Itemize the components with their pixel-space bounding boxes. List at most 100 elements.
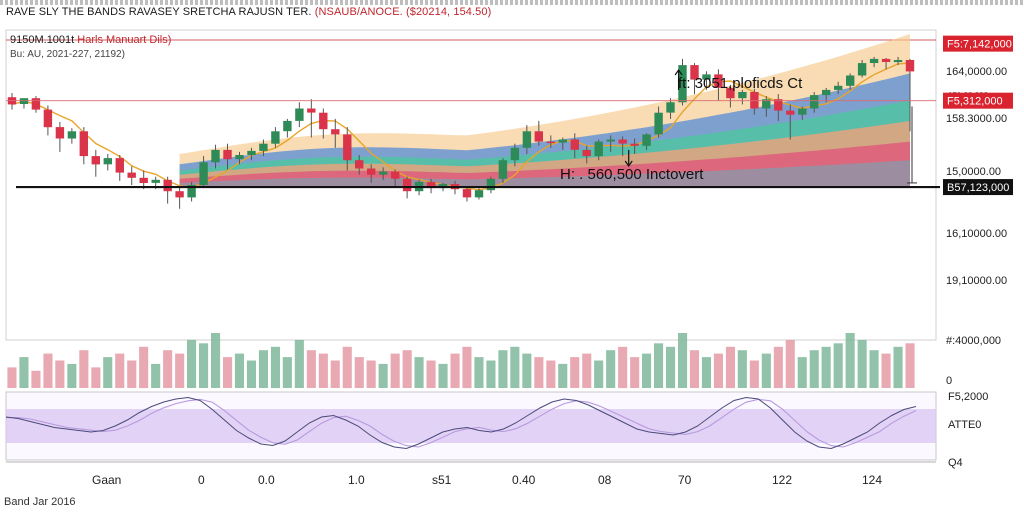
candle-down (79, 131, 88, 157)
levels (6, 68, 940, 189)
candle-down (881, 58, 891, 62)
candle-up (187, 185, 196, 198)
volume-bar (666, 346, 676, 389)
volume-bar (845, 333, 855, 388)
candle-up (247, 150, 256, 155)
chart-title-main: RAVE SLY THE BANDS RAVASEY SRETCHA RAJUS… (6, 6, 312, 18)
x-tick-label: 124 (862, 473, 882, 487)
volume-bar (881, 353, 891, 388)
volume-bar (689, 350, 699, 388)
candle-down (786, 110, 795, 115)
candle-up (678, 65, 687, 103)
volume-bar (773, 346, 783, 389)
candle-up (67, 131, 77, 139)
volume-bar (821, 346, 831, 389)
volume-bar (893, 346, 903, 389)
chart-title-highlight: (NSAUB/ANOCE. ($20214, 154.50) (314, 6, 492, 18)
volume-bar (546, 360, 556, 388)
volume-bar (306, 350, 316, 388)
annotation-inctovert: H: . 560,500 Inctovert (560, 166, 704, 183)
x-tick-label: 08 (598, 473, 612, 487)
volume-bar (725, 346, 735, 389)
volume-bar (797, 357, 807, 388)
candle-down (582, 149, 591, 157)
candle-up (510, 147, 520, 161)
volume-bar (234, 353, 244, 388)
candle-up (857, 63, 867, 76)
volume-bar (246, 360, 256, 388)
volume-bar (618, 346, 628, 389)
volume-bar (438, 363, 448, 388)
candle-down (91, 156, 100, 165)
volume-bar (594, 360, 604, 388)
candle-up (295, 108, 304, 121)
price-tag (943, 179, 1013, 196)
candle-down (690, 65, 699, 80)
volume-bar (330, 360, 340, 388)
x-tick-label: Gaan (92, 473, 121, 487)
volume-bar (534, 357, 544, 388)
volume-bar (294, 339, 304, 388)
candle-down (223, 149, 232, 160)
candle-up (498, 160, 508, 179)
volume-bar (857, 339, 867, 388)
candle-up (259, 143, 268, 151)
candle-up (103, 158, 112, 165)
volume-bar (127, 360, 137, 388)
candle-down (163, 179, 172, 192)
volume-bar (713, 353, 723, 388)
candle-down (31, 98, 41, 110)
volume-bar (522, 353, 532, 388)
candle-down (115, 158, 124, 173)
volume-bar (282, 357, 292, 388)
y-tick-label: 158.3000.00 (946, 113, 1007, 125)
candle-up (211, 149, 220, 163)
candle-up (486, 178, 496, 191)
volume-bar (654, 343, 664, 388)
candle-up (283, 120, 292, 132)
candle-down (355, 160, 364, 169)
volume-bar (55, 360, 65, 388)
osc-line (5, 396, 917, 450)
volume-bar (175, 353, 185, 388)
grid (5, 29, 937, 341)
candle-up (271, 131, 280, 144)
price-tag (943, 35, 1013, 52)
osc-tick-label: ATTE0 (948, 419, 981, 431)
volume-bar (749, 360, 759, 388)
x-tick-label: 122 (772, 473, 792, 487)
volume-bar (390, 353, 400, 388)
candle-down (55, 127, 65, 139)
volume-bar (642, 353, 652, 388)
candle-down (726, 87, 735, 99)
candle-up (738, 92, 747, 99)
candle-down (319, 112, 328, 130)
x-tick-label: 0.0 (258, 473, 275, 487)
volume-bar (833, 343, 843, 388)
candle-up (822, 89, 831, 96)
candle-down (630, 143, 639, 146)
volume-bar (7, 367, 17, 388)
axes: 164,0000.00 158.3000.00 15,0000.00 16,10000… (6, 35, 1013, 487)
volume-bar (31, 370, 41, 388)
candle-down (343, 134, 352, 161)
volume-bar (678, 333, 688, 388)
candle-down (43, 109, 53, 128)
chart-subtitle-2: Bu: AU, 2021-227, 21192) (10, 49, 125, 60)
candle-up (558, 139, 567, 143)
volume-bar (103, 357, 113, 388)
candle-down (139, 177, 148, 183)
y-tick-label: 19,10000.00 (946, 275, 1007, 287)
volume-bar (426, 360, 436, 388)
volume-bar (342, 346, 352, 389)
volume-bar (187, 339, 197, 388)
candle-down (570, 139, 579, 150)
volume-bar (19, 357, 29, 388)
candle-down (402, 178, 412, 192)
candle-up (810, 95, 819, 109)
volume-bar (270, 346, 280, 389)
candle-down (367, 168, 376, 175)
volume-bar (354, 357, 364, 388)
candle-down (546, 141, 555, 144)
volume-bar (510, 346, 520, 389)
